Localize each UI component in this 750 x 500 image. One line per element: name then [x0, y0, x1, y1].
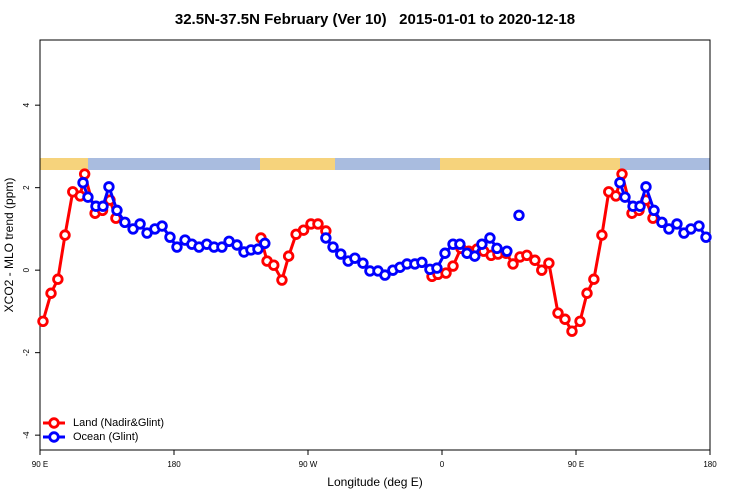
data-point	[543, 257, 555, 269]
data-point	[574, 315, 586, 328]
y-tick-label: 0	[22, 267, 31, 272]
plot-frame	[39, 39, 711, 451]
data-point	[52, 273, 64, 285]
x-tick-label: 180	[703, 460, 717, 469]
data-point	[252, 243, 264, 255]
data-point	[588, 273, 600, 285]
data-point	[700, 231, 712, 243]
legend-label: Ocean (Glint)	[73, 431, 138, 443]
data-point	[282, 250, 295, 262]
data-point	[663, 223, 675, 235]
data-point	[335, 248, 347, 260]
data-point	[259, 237, 271, 250]
data-point	[231, 239, 243, 251]
data-point	[469, 250, 481, 262]
data-point	[566, 325, 578, 337]
data-point	[614, 177, 626, 189]
data-point	[552, 307, 564, 319]
data-point	[648, 204, 660, 217]
data-point	[134, 218, 146, 230]
land-band	[40, 158, 88, 170]
data-point	[431, 262, 443, 274]
data-point	[501, 245, 513, 257]
data-point	[37, 315, 49, 328]
data-point	[103, 181, 115, 193]
data-point	[671, 218, 683, 230]
land-band	[260, 158, 335, 170]
data-point	[156, 220, 168, 232]
data-point	[619, 191, 631, 203]
data-point	[320, 232, 332, 244]
data-point	[164, 231, 176, 243]
data-point	[276, 274, 288, 286]
data-point	[610, 190, 622, 202]
data-point	[78, 168, 91, 180]
data-point	[439, 247, 451, 259]
data-point	[529, 254, 541, 266]
data-point	[559, 313, 571, 325]
x-tick-label: 0	[440, 460, 445, 469]
data-point	[111, 204, 123, 217]
data-point	[171, 241, 183, 253]
data-point	[59, 229, 71, 241]
y-tick-label: 4	[22, 102, 31, 107]
data-point	[45, 287, 57, 299]
data-point	[616, 168, 628, 180]
data-point	[581, 287, 593, 299]
legend-label: Land (Nadir&Glint)	[73, 417, 164, 429]
x-tick-label: 180	[167, 460, 181, 469]
data-point	[454, 238, 466, 250]
data-point	[440, 267, 452, 279]
land-ocean-strip	[40, 158, 710, 170]
data-point	[521, 249, 533, 262]
data-point	[312, 218, 324, 230]
data-point	[379, 269, 391, 281]
data-point	[513, 209, 525, 222]
data-point	[447, 260, 459, 272]
legend-marker	[48, 417, 60, 429]
y-tick-label: -4	[22, 431, 31, 439]
legend-marker	[48, 431, 60, 443]
y-tick-label: -2	[22, 349, 31, 357]
plot: -4 -2 0 2 4 90 E 180 90 W 0 90 E 180 Land (Nadir&Gl…	[22, 102, 717, 469]
data-point	[268, 259, 280, 271]
data-point	[119, 216, 131, 229]
data-point	[349, 252, 361, 264]
data-point	[327, 241, 339, 253]
y-axis-label: XCO2 - MLO trend (ppm)	[2, 178, 16, 313]
data-point	[77, 177, 89, 189]
data-point	[484, 232, 496, 244]
data-point	[216, 241, 228, 253]
data-point	[693, 220, 705, 232]
data-point	[357, 257, 369, 269]
legend: Land (Nadir&Glint) Ocean (Glint)	[43, 417, 164, 443]
data-point	[416, 256, 428, 269]
data-point	[97, 200, 109, 212]
data-point	[297, 224, 310, 236]
x-tick-label: 90 W	[299, 460, 318, 469]
x-tick-label: 90 E	[32, 460, 48, 469]
data-point	[507, 258, 519, 270]
y-tick-label: 2	[22, 185, 31, 190]
data-point	[82, 191, 94, 203]
data-point	[656, 216, 668, 229]
data-point	[596, 229, 608, 241]
x-axis-label: Longitude (deg E)	[327, 475, 422, 489]
x-tick-label: 90 E	[568, 460, 584, 469]
data-point	[640, 181, 652, 193]
chart-title: 32.5N-37.5N February (Ver 10) 2015-01-01…	[175, 11, 575, 28]
data-point	[536, 264, 548, 276]
land-band	[440, 158, 620, 170]
data-point	[476, 238, 488, 250]
data-point	[491, 242, 503, 254]
data-point	[634, 200, 646, 212]
